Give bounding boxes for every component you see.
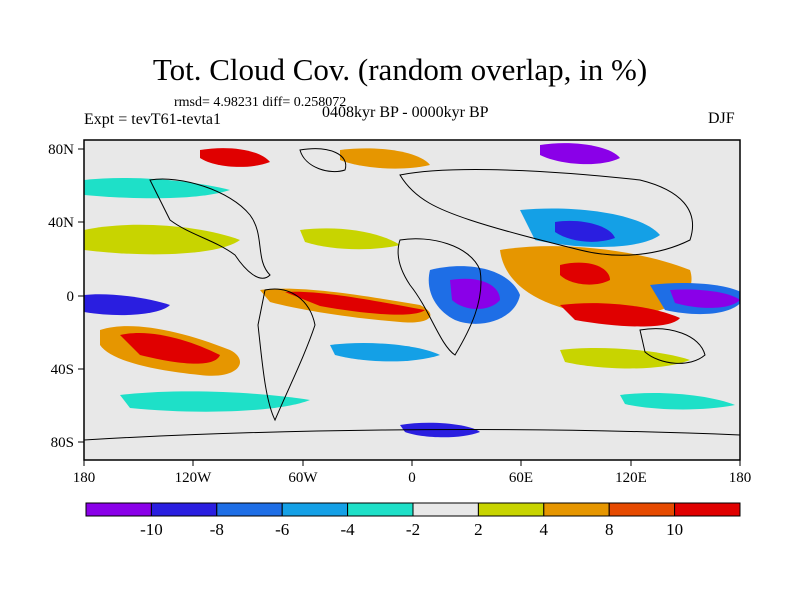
lon-tick-label: 180 xyxy=(729,470,752,486)
anomaly-region xyxy=(450,278,500,309)
anomaly-region xyxy=(285,291,425,315)
africa-outline xyxy=(397,238,482,356)
anomaly-region xyxy=(84,224,240,255)
colorbar-label: -6 xyxy=(275,520,289,539)
anomaly-region xyxy=(560,348,690,369)
lat-tick-label: 80S xyxy=(51,435,74,451)
anomaly-region xyxy=(330,343,440,362)
anomaly-region xyxy=(560,262,610,285)
lat-tick-label: 40S xyxy=(51,362,74,378)
axis-ticks xyxy=(78,148,741,466)
colorbar-box xyxy=(412,502,479,517)
colorbar-label: 10 xyxy=(666,520,683,539)
colorbar-box xyxy=(85,502,152,517)
map-title: Tot. Cloud Cov. (random overlap, in %) xyxy=(152,52,648,87)
australia-outline xyxy=(639,328,706,364)
anomaly-region xyxy=(560,303,680,327)
statistics-line: rmsd= 4.98231 diff= 0.258072 xyxy=(174,95,347,110)
colorbar-box xyxy=(674,502,741,517)
season-label: DJF xyxy=(708,110,735,127)
north-america-outline xyxy=(149,178,271,279)
colorbar-label: -10 xyxy=(140,520,163,539)
colorbar-box xyxy=(216,502,283,517)
anomaly-region xyxy=(300,228,400,250)
colorbar-label: 2 xyxy=(474,520,483,539)
anomaly-region xyxy=(620,393,735,410)
period-label: 0408kyr BP - 0000kyr BP xyxy=(322,104,489,121)
lon-tick-label: 60E xyxy=(509,470,533,486)
lat-tick-label: 80N xyxy=(48,142,74,158)
lon-tick-label: 60W xyxy=(288,470,318,486)
colorbar-label: -2 xyxy=(406,520,420,539)
anomaly-region xyxy=(670,289,740,308)
colorbar-box xyxy=(150,502,218,517)
antarctica-outline xyxy=(84,429,740,441)
colorbar-box xyxy=(347,502,414,517)
lat-tick-label: 40N xyxy=(48,215,74,231)
anomaly-fields xyxy=(84,143,740,438)
colorbar-box xyxy=(281,502,349,517)
colorbar-box xyxy=(543,502,610,517)
experiment-label: Expt = tevT61-tevta1 xyxy=(84,111,221,128)
coastlines xyxy=(84,148,740,441)
anomaly-region xyxy=(340,148,430,169)
lon-tick-label: 180 xyxy=(73,470,96,486)
colorbar-box xyxy=(608,502,676,517)
colorbar-label: 4 xyxy=(540,520,549,539)
south-america-outline xyxy=(257,288,316,422)
colorbar-boxes xyxy=(85,502,741,517)
eurasia-outline xyxy=(399,169,694,256)
anomaly-region xyxy=(200,148,270,167)
colorbar-labels: -10 -8 -6 -4 -2 2 4 8 10 xyxy=(140,520,683,539)
colorbar-label: -4 xyxy=(341,520,356,539)
lon-tick-label: 120E xyxy=(615,470,647,486)
anomaly-region xyxy=(84,294,170,316)
anomaly-region xyxy=(120,332,220,364)
anomaly-region xyxy=(540,143,620,165)
colorbar-label: -8 xyxy=(210,520,224,539)
colorbar-box xyxy=(477,502,545,517)
lon-tick-label: 0 xyxy=(408,470,416,486)
lon-tick-label: 120W xyxy=(175,470,213,486)
anomaly-region xyxy=(555,220,615,242)
greenland-outline xyxy=(299,148,347,173)
lat-tick-label: 0 xyxy=(67,289,75,305)
anomaly-region xyxy=(120,391,310,412)
colorbar-label: 8 xyxy=(605,520,614,539)
